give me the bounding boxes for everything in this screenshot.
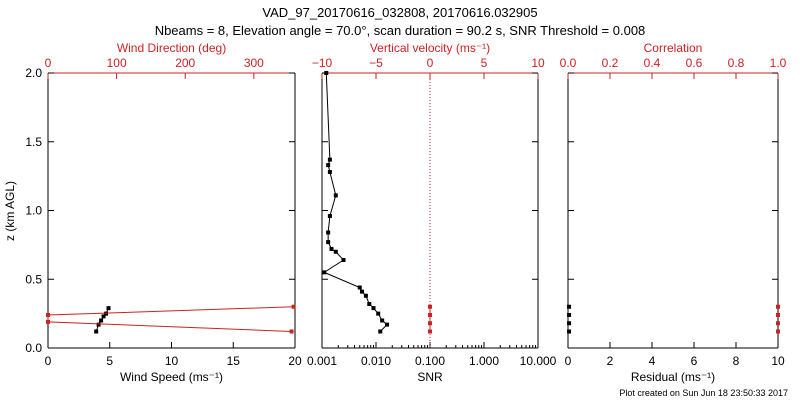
bottom-axis-title: Wind Speed (ms⁻¹) — [120, 370, 223, 384]
data-point — [341, 258, 346, 262]
data-point — [324, 71, 329, 75]
top-tick-label: −10 — [312, 56, 333, 70]
y-axis-label: z (km AGL) — [3, 181, 17, 241]
bottom-tick-label: 10.000 — [520, 354, 557, 368]
data-point — [291, 304, 296, 309]
data-point — [428, 304, 432, 309]
top-tick-label: 0.0 — [560, 56, 577, 70]
bottom-tick-label: 0 — [565, 354, 572, 368]
data-point — [327, 214, 332, 218]
bottom-tick-label: 0.001 — [307, 354, 337, 368]
top-axis-title: Vertical velocity (ms⁻¹) — [370, 41, 490, 55]
data-point — [776, 313, 780, 317]
data-point — [428, 321, 432, 326]
top-axis-title: Correlation — [644, 41, 703, 55]
data-point — [776, 321, 780, 326]
data-point — [363, 293, 368, 298]
top-tick-label: 0.4 — [644, 56, 661, 70]
bottom-tick-label: 0.100 — [415, 354, 445, 368]
data-point — [376, 311, 381, 316]
data-point — [327, 157, 332, 162]
data-point — [106, 306, 111, 311]
bottom-tick-label: 6 — [691, 354, 698, 368]
bottom-tick-label: 0 — [45, 354, 52, 368]
data-point — [776, 304, 780, 309]
data-point — [367, 302, 372, 306]
bottom-tick-label: 1.000 — [469, 354, 499, 368]
figure-title-line1: VAD_97_20170616_032808, 20170616.032905 — [262, 5, 537, 20]
data-point — [289, 329, 294, 334]
y-tick-label: 0.5 — [25, 272, 42, 286]
data-point — [46, 319, 50, 324]
bottom-tick-label: 20 — [288, 354, 302, 368]
data-point — [326, 230, 331, 235]
top-tick-label: 200 — [175, 56, 195, 70]
top-tick-label: 100 — [107, 56, 127, 70]
data-point — [428, 313, 432, 317]
bottom-tick-label: 5 — [106, 354, 113, 368]
y-tick-label: 0.0 — [25, 341, 42, 355]
figure-title-line2: Nbeams = 8, Elevation angle = 70.0°, sca… — [155, 23, 646, 38]
data-point — [333, 193, 338, 198]
top-axis-title: Wind Direction (deg) — [117, 41, 226, 55]
bottom-tick-label: 10 — [771, 354, 785, 368]
data-point — [326, 163, 331, 168]
top-tick-label: 0.8 — [728, 56, 745, 70]
data-point — [428, 329, 432, 334]
data-point — [380, 318, 385, 323]
top-tick-label: 300 — [244, 56, 264, 70]
data-point — [333, 249, 338, 254]
bottom-axis-title: Residual (ms⁻¹) — [631, 370, 715, 384]
snr-panel: 0.001 0.010 0.100 1.000 10.000 −10 −5 0 5 10 SNR Ve… — [307, 41, 557, 384]
figure-footer: Plot created on Sun Jun 18 23:50:33 2017 — [619, 388, 788, 398]
bottom-tick-label: 15 — [227, 354, 241, 368]
bottom-tick-label: 8 — [733, 354, 740, 368]
data-point — [378, 329, 383, 334]
bottom-axis-title: SNR — [417, 370, 443, 384]
data-point — [104, 311, 109, 316]
top-tick-label: 0.6 — [686, 56, 703, 70]
data-point — [329, 247, 334, 251]
top-tick-label: 5 — [481, 56, 488, 70]
data-point — [99, 318, 104, 323]
top-tick-label: −5 — [369, 56, 383, 70]
data-point — [567, 313, 572, 317]
data-point — [326, 240, 331, 245]
data-point — [357, 285, 362, 290]
series-line — [47, 306, 294, 332]
data-point — [359, 289, 364, 294]
top-tick-label: 0 — [427, 56, 434, 70]
bottom-tick-label: 0.010 — [361, 354, 391, 368]
top-tick-label: 10 — [531, 56, 545, 70]
bottom-tick-label: 4 — [649, 354, 656, 368]
top-tick-label: 0 — [45, 56, 52, 70]
data-point — [94, 329, 99, 334]
data-point — [371, 306, 376, 311]
bottom-tick-label: 10 — [165, 354, 179, 368]
data-point — [46, 313, 50, 317]
data-point — [776, 329, 780, 334]
data-point — [385, 322, 390, 327]
data-point — [96, 322, 101, 327]
y-tick-label: 2.0 — [25, 66, 42, 80]
bottom-tick-label: 2 — [607, 354, 614, 368]
series-line — [323, 72, 388, 332]
data-point — [101, 314, 106, 319]
y-tick-label: 1.0 — [25, 204, 42, 218]
data-point — [322, 270, 327, 275]
top-tick-label: 0.2 — [602, 56, 619, 70]
data-point — [567, 329, 572, 334]
data-point — [327, 170, 332, 174]
top-tick-label: 1.0 — [770, 56, 787, 70]
data-point — [567, 321, 572, 326]
data-point — [567, 304, 572, 309]
y-tick-label: 1.5 — [25, 135, 42, 149]
residual-panel: 0 2 4 6 8 10 0.0 0.2 0.4 0.6 0.8 1.0 Residual (ms⁻¹)… — [560, 41, 787, 384]
